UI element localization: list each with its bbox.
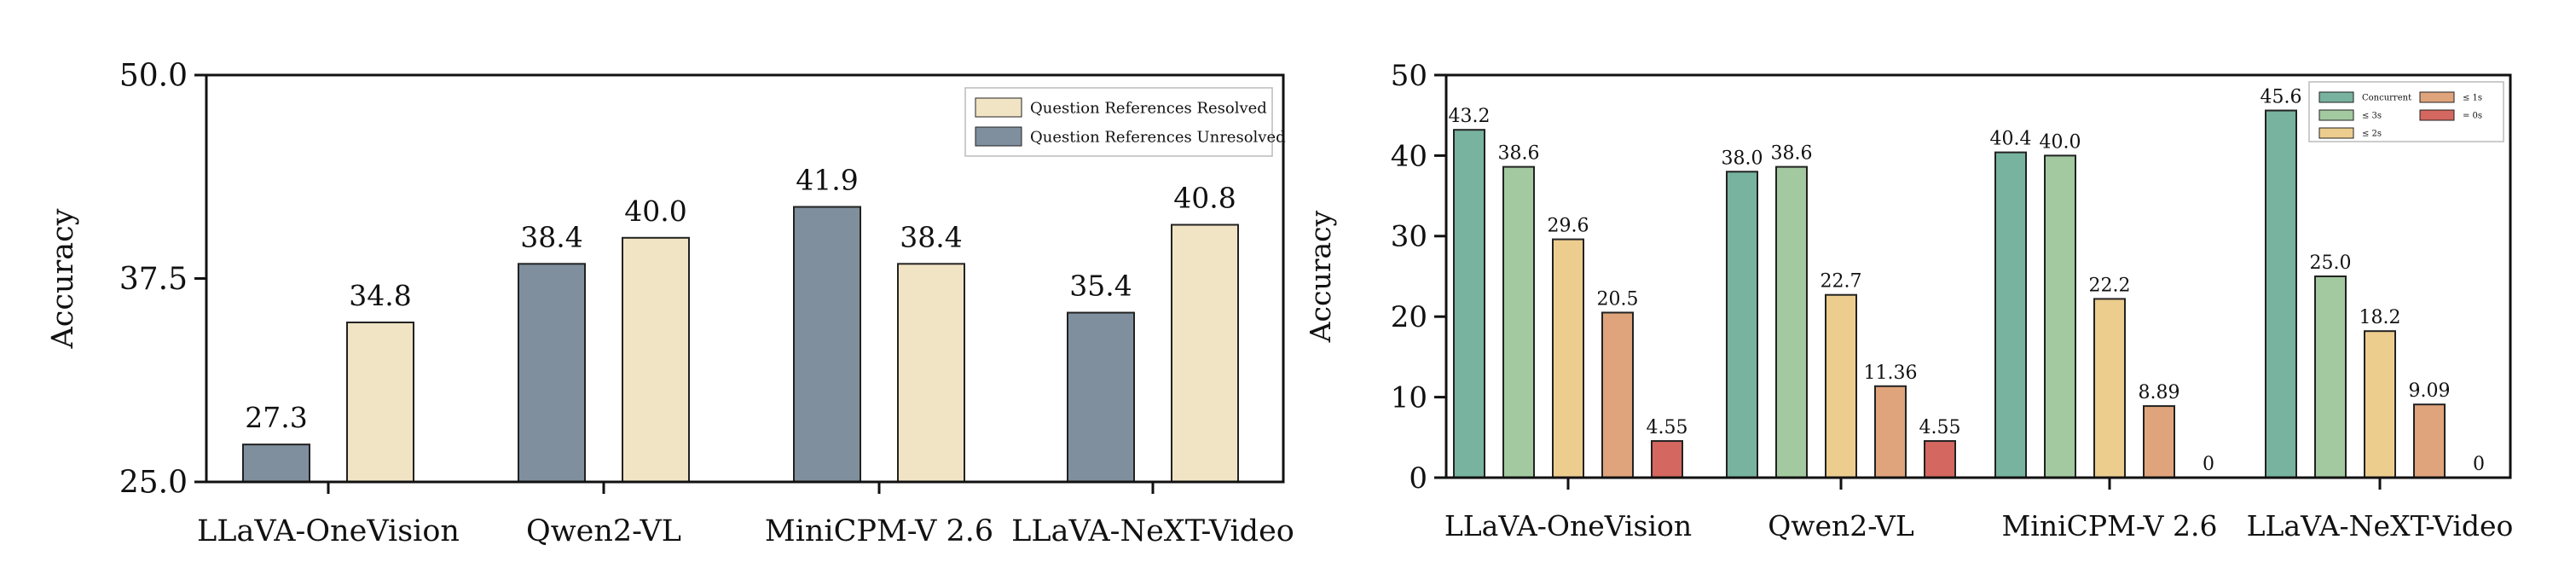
bar	[346, 322, 414, 483]
bar	[1651, 440, 1683, 478]
bar	[1924, 440, 1956, 478]
legend-swatch	[2318, 109, 2354, 121]
legend-swatch	[2318, 127, 2354, 139]
legend-label: = 0s	[2463, 112, 2482, 121]
bar	[1453, 129, 1485, 479]
bar	[1726, 171, 1758, 478]
x-tick-label: Qwen2-VL	[526, 514, 681, 548]
bar	[1171, 223, 1239, 483]
data-label: 11.36	[1864, 362, 1918, 384]
data-label: 0	[2203, 454, 2214, 475]
data-label: 41.9	[796, 164, 858, 197]
data-label: 38.6	[1498, 143, 1540, 165]
data-label: 20.5	[1597, 288, 1639, 310]
y-tick-label: 20	[1391, 300, 1427, 334]
bar	[2364, 330, 2396, 478]
bar	[1552, 238, 1584, 478]
x-tick-label: MiniCPM-V 2.6	[765, 514, 993, 548]
series-concurrent: 43.2 38.0 40.4 45.6	[1449, 87, 2302, 479]
y-tick-label: 0	[1409, 461, 1427, 496]
bar	[2093, 298, 2126, 478]
bar	[622, 236, 690, 483]
series-question-references-unresolved: 27.3 38.4 41.9 35.4	[242, 164, 1135, 484]
data-label: 22.7	[1821, 271, 1862, 293]
data-label: 9.09	[2409, 380, 2451, 402]
bar	[242, 444, 310, 484]
data-label: 38.4	[900, 220, 962, 253]
legend-label: ≤ 3s	[2362, 112, 2382, 121]
legend-label: ≤ 2s	[2362, 130, 2382, 139]
data-label: 29.6	[1548, 216, 1589, 237]
legend-label: Question References Unresolved	[1030, 128, 1286, 146]
data-label: 27.3	[245, 401, 307, 434]
legend-swatch	[2419, 91, 2455, 103]
x-tick-label: MiniCPM-V 2.6	[2002, 509, 2218, 542]
x-tick-label: Qwen2-VL	[1768, 509, 1914, 542]
data-label: 38.4	[520, 220, 582, 253]
bar	[1775, 165, 1808, 478]
y-tick-label: 37.5	[119, 262, 188, 297]
series--0s: 4.55 4.55 0 0	[1647, 417, 2485, 478]
y-tick-label: 50	[1391, 59, 1427, 93]
legend-swatch	[975, 97, 1022, 118]
plot-frame	[1444, 73, 2512, 479]
data-label: 18.2	[2359, 307, 2401, 328]
series--2s: 29.6 22.7 22.2 18.2	[1548, 216, 2401, 478]
x-tick-label: LLaVA-NeXT-Video	[2247, 509, 2514, 542]
data-label: 35.4	[1069, 270, 1132, 303]
bar	[1502, 165, 1535, 478]
bar	[793, 206, 861, 483]
data-label: 40.8	[1173, 182, 1236, 215]
y-axis-label: Accuracy	[46, 208, 80, 349]
chart-2: 43.2 38.0 40.4 45.6 38.6 38.6 40.0 25.0 29.6 22.7…	[1304, 59, 2513, 542]
bar	[2143, 405, 2175, 478]
legend-swatch	[2419, 109, 2455, 121]
bar	[1601, 311, 1634, 479]
y-tick-label: 25.0	[119, 466, 188, 501]
legend-swatch	[975, 126, 1022, 147]
bar	[518, 263, 586, 483]
data-label: 8.89	[2139, 382, 2180, 403]
data-label: 38.0	[1722, 148, 1763, 169]
data-label: 0	[2473, 454, 2485, 475]
data-label: 4.55	[1647, 417, 1688, 438]
y-tick-label: 30	[1391, 220, 1427, 254]
chart-1: 27.3 38.4 41.9 35.4 34.8 40.0 38.4 40.8 25.0 37.5…	[46, 59, 1294, 548]
data-label: 45.6	[2261, 87, 2302, 108]
legend: Concurrent ≤ 3s ≤ 2s ≤ 1s = 0s	[2308, 81, 2504, 142]
bar	[1874, 385, 1907, 478]
bar	[2044, 154, 2076, 478]
data-label: 22.2	[2089, 275, 2131, 296]
series-question-references-resolved: 34.8 40.0 38.4 40.8	[346, 182, 1239, 483]
y-tick-label: 10	[1391, 381, 1427, 415]
y-tick-label: 40	[1391, 139, 1427, 173]
bar	[1067, 311, 1135, 483]
bar	[2265, 109, 2297, 478]
bar	[2413, 403, 2446, 478]
x-tick-label: LLaVA-OneVision	[197, 514, 460, 548]
legend-label: Question References Resolved	[1030, 99, 1267, 117]
data-label: 43.2	[1449, 106, 1491, 127]
series--1s: 20.5 11.36 8.89 9.09	[1597, 288, 2451, 479]
bar	[2314, 276, 2347, 478]
bar	[1825, 293, 1857, 478]
data-label: 34.8	[349, 279, 411, 312]
y-tick-label: 50.0	[119, 59, 188, 94]
data-label: 40.4	[1990, 129, 2032, 150]
legend: Question References Resolved Question Ref…	[964, 87, 1286, 157]
x-tick-label: LLaVA-NeXT-Video	[1011, 514, 1294, 548]
bar	[897, 263, 965, 483]
data-label: 40.0	[624, 194, 686, 228]
data-label: 38.6	[1771, 143, 1813, 165]
data-label: 40.0	[2040, 131, 2081, 153]
legend-swatch	[2318, 91, 2354, 103]
data-label: 4.55	[1919, 417, 1961, 438]
bar	[1994, 151, 2027, 478]
y-axis-label: Accuracy	[1304, 210, 1337, 343]
x-tick-label: LLaVA-OneVision	[1444, 509, 1692, 542]
legend-label: ≤ 1s	[2463, 94, 2482, 103]
legend-label: Concurrent	[2362, 94, 2411, 103]
data-label: 25.0	[2310, 252, 2352, 274]
